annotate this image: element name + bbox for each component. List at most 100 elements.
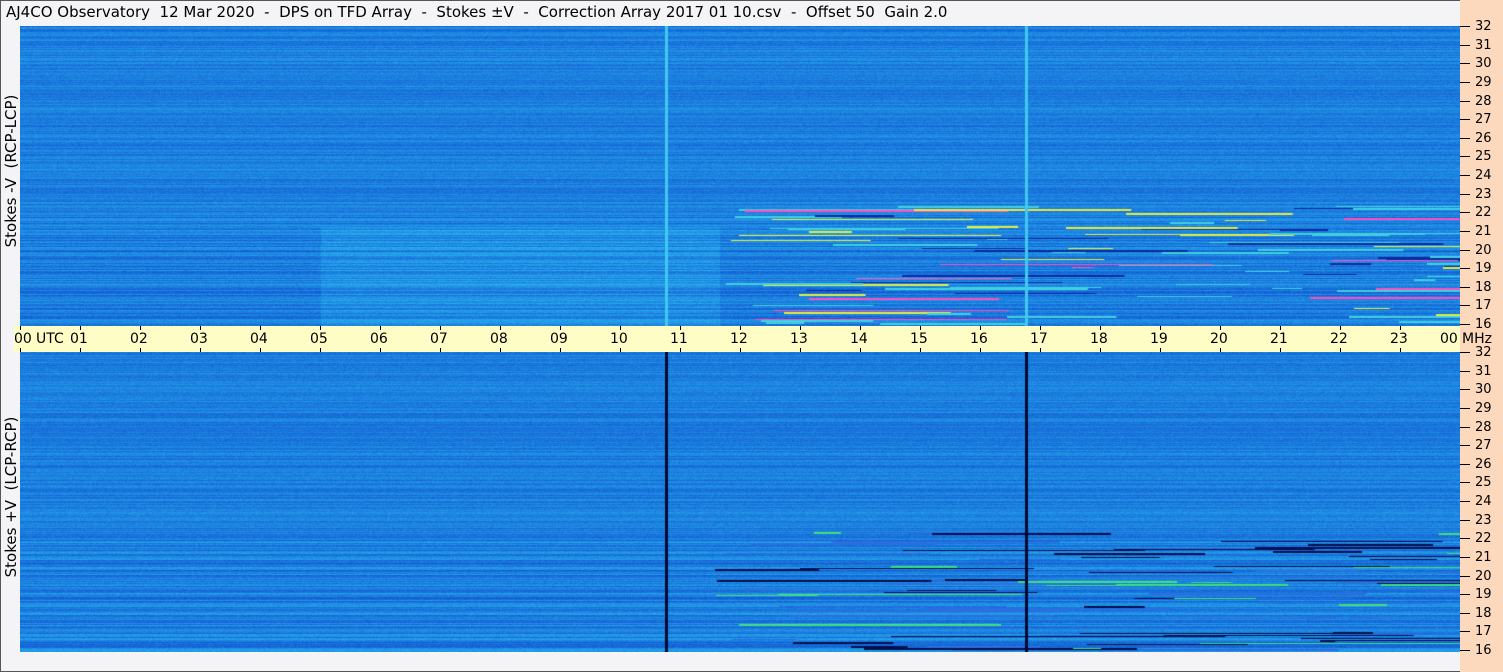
freq-tick-label: 23 [1475, 186, 1492, 202]
time-tick-label: 03 [190, 331, 208, 347]
freq-tick: 24 [1460, 169, 1492, 183]
freq-tick: 24 [1460, 495, 1492, 509]
time-tick-label: 09 [550, 331, 568, 347]
freq-tick: 25 [1460, 476, 1492, 490]
time-tick-label: 18 [1090, 331, 1108, 347]
time-tick-label: 12 [730, 331, 748, 347]
freq-tick-label: 17 [1475, 624, 1492, 640]
freq-tick-label: 18 [1475, 605, 1492, 621]
freq-tick: 29 [1460, 74, 1492, 90]
freq-tick: 18 [1460, 279, 1492, 295]
chart-title: AJ4CO Observatory 12 Mar 2020 - DPS on T… [6, 3, 948, 21]
freq-tick-label: 22 [1475, 205, 1492, 221]
freq-tick: 20 [1460, 568, 1492, 584]
freq-tick: 27 [1460, 113, 1492, 127]
freq-tick-label: 17 [1475, 298, 1492, 314]
freq-tick-label: 32 [1475, 19, 1492, 34]
freq-tick-label: 21 [1475, 549, 1492, 565]
freq-tick: 21 [1460, 549, 1492, 565]
freq-tick: 20 [1460, 242, 1492, 258]
freq-tick-label: 30 [1475, 382, 1492, 398]
freq-tick: 25 [1460, 150, 1492, 164]
time-tick-label: 00 [1440, 331, 1458, 347]
freq-tick-label: 16 [1475, 317, 1492, 332]
freq-tick-label: 19 [1475, 261, 1492, 277]
freq-tick: 22 [1460, 206, 1492, 220]
freq-tick-label: 19 [1475, 587, 1492, 603]
freq-tick-label: 28 [1475, 93, 1492, 109]
freq-tick-label: 18 [1475, 279, 1492, 295]
freq-tick: 30 [1460, 57, 1492, 71]
time-unit-label: UTC [36, 331, 64, 347]
freq-tick-label: 23 [1475, 512, 1492, 528]
freq-tick-label: 25 [1475, 149, 1492, 165]
freq-tick-label: 16 [1475, 643, 1492, 658]
time-tick-label: 21 [1270, 331, 1288, 347]
freq-tick: 19 [1460, 262, 1492, 276]
freq-tick: 27 [1460, 439, 1492, 453]
time-tick-label: 05 [310, 331, 328, 347]
time-tick-label: 20 [1210, 331, 1228, 347]
time-tick-label: 23 [1390, 331, 1408, 347]
time-tick-label: 02 [130, 331, 148, 347]
freq-tick-label: 28 [1475, 419, 1492, 435]
freq-tick: 23 [1460, 186, 1492, 202]
freq-tick: 26 [1460, 456, 1492, 472]
time-axis: 00 01 02 03 04 05 06 07 08 09 10 11 12 13 14 15 16 17 18 19… [14, 326, 1461, 352]
freq-tick-label: 26 [1475, 456, 1492, 472]
freq-tick: 29 [1460, 400, 1492, 416]
time-tick-label: 19 [1150, 331, 1168, 347]
freq-tick: 28 [1460, 93, 1492, 109]
freq-tick-label: 20 [1475, 242, 1492, 258]
freq-tick-label: 29 [1475, 400, 1492, 416]
freq-tick-label: 20 [1475, 568, 1492, 584]
freq-tick-label: 30 [1475, 56, 1492, 72]
freq-tick-label: 24 [1475, 168, 1492, 183]
time-tick-label: 01 [70, 331, 88, 347]
freq-tick: 22 [1460, 532, 1492, 546]
freq-tick-label: 27 [1475, 112, 1492, 128]
freq-tick: 32 [1460, 20, 1492, 34]
freq-tick: 32 [1460, 346, 1492, 360]
time-tick-label: 06 [370, 331, 388, 347]
stokes-plus-v-spectrogram [20, 352, 1460, 652]
freq-tick: 30 [1460, 383, 1492, 397]
time-tick-label: 08 [490, 331, 508, 347]
freq-tick: 17 [1460, 625, 1492, 639]
freq-tick-label: 26 [1475, 130, 1492, 146]
freq-tick-label: 32 [1475, 345, 1492, 360]
time-tick-label: 00 [14, 331, 32, 347]
freq-tick-label: 27 [1475, 438, 1492, 454]
time-tick-label: 13 [790, 331, 808, 347]
freq-tick-label: 21 [1475, 223, 1492, 239]
freq-tick-label: 29 [1475, 74, 1492, 90]
freq-unit-label: MHz [1462, 331, 1492, 347]
time-tick-label: 10 [610, 331, 628, 347]
freq-tick-label: 25 [1475, 475, 1492, 491]
time-tick-label: 07 [430, 331, 448, 347]
freq-tick: 16 [1460, 644, 1492, 658]
time-tick-label: 16 [970, 331, 988, 347]
frequency-axis: 32 31 30 29 28 27 26 25 24 23 22 21 20 19 18 17 16 32 31 30… [1460, 0, 1503, 672]
time-tick-label: 17 [1030, 331, 1048, 347]
freq-tick: 31 [1460, 37, 1492, 53]
freq-tick-label: 31 [1475, 363, 1492, 379]
freq-tick: 18 [1460, 605, 1492, 621]
freq-tick-label: 24 [1475, 494, 1492, 509]
freq-tick: 26 [1460, 130, 1492, 146]
freq-tick-label: 22 [1475, 531, 1492, 547]
time-tick-label: 14 [850, 331, 868, 347]
time-tick-label: 22 [1330, 331, 1348, 347]
time-tick-label: 15 [910, 331, 928, 347]
time-tick-label: 11 [670, 331, 688, 347]
time-tick-label: 04 [250, 331, 268, 347]
freq-tick: 21 [1460, 223, 1492, 239]
top-panel-ylabel: Stokes -V (RCP-LCP) [2, 94, 20, 248]
stokes-minus-v-spectrogram [20, 26, 1460, 326]
freq-tick: 16 [1460, 318, 1492, 332]
bottom-panel-ylabel: Stokes +V (LCP-RCP) [2, 416, 20, 578]
freq-tick: 31 [1460, 363, 1492, 379]
freq-tick-label: 31 [1475, 37, 1492, 53]
freq-tick: 23 [1460, 512, 1492, 528]
freq-tick: 19 [1460, 588, 1492, 602]
